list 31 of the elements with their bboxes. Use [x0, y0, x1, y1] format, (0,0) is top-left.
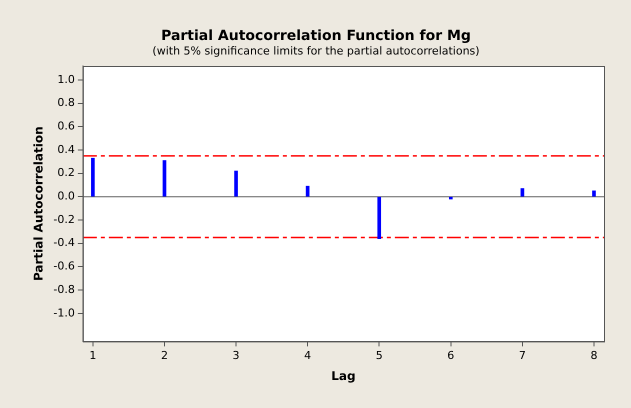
bar — [592, 190, 596, 197]
x-tick-label: 2 — [160, 348, 168, 362]
x-tick-label: 3 — [232, 348, 240, 362]
chart-title: Partial Autocorrelation Function for Mg — [161, 28, 471, 44]
y-tick-label: -0.4 — [53, 236, 75, 250]
y-tick-label: -0.8 — [53, 282, 75, 296]
y-tick-label: -0.2 — [53, 212, 75, 226]
y-tick-label: 0.2 — [57, 166, 75, 180]
bar — [377, 196, 382, 240]
bar — [91, 158, 95, 197]
x-tick-label: 4 — [304, 348, 312, 362]
x-tick-label: 5 — [376, 348, 383, 362]
y-tick-label: -0.6 — [53, 260, 75, 273]
y-axis-title: Partial Autocorrelation — [31, 126, 46, 282]
x-tick-label: 6 — [447, 348, 454, 362]
y-tick-label: -1.0 — [53, 306, 75, 320]
x-tick-label: 8 — [590, 348, 598, 362]
bar — [520, 188, 524, 197]
x-axis-title: Lag — [331, 368, 356, 383]
y-tick-label: 0.6 — [57, 120, 75, 133]
chart-subtitle: (with 5% significance limits for the partial autocorrelations) — [152, 44, 480, 58]
y-tick-label: 0.0 — [57, 190, 75, 203]
x-tick-label: 7 — [518, 348, 526, 362]
bar — [162, 160, 166, 197]
y-tick-label: 0.4 — [57, 142, 75, 156]
y-tick-label: 0.8 — [57, 96, 75, 110]
bar — [448, 196, 453, 200]
bar — [234, 170, 238, 197]
x-tick-label: 1 — [89, 348, 96, 362]
y-tick-label: 1.0 — [57, 72, 75, 86]
bar — [306, 186, 310, 197]
